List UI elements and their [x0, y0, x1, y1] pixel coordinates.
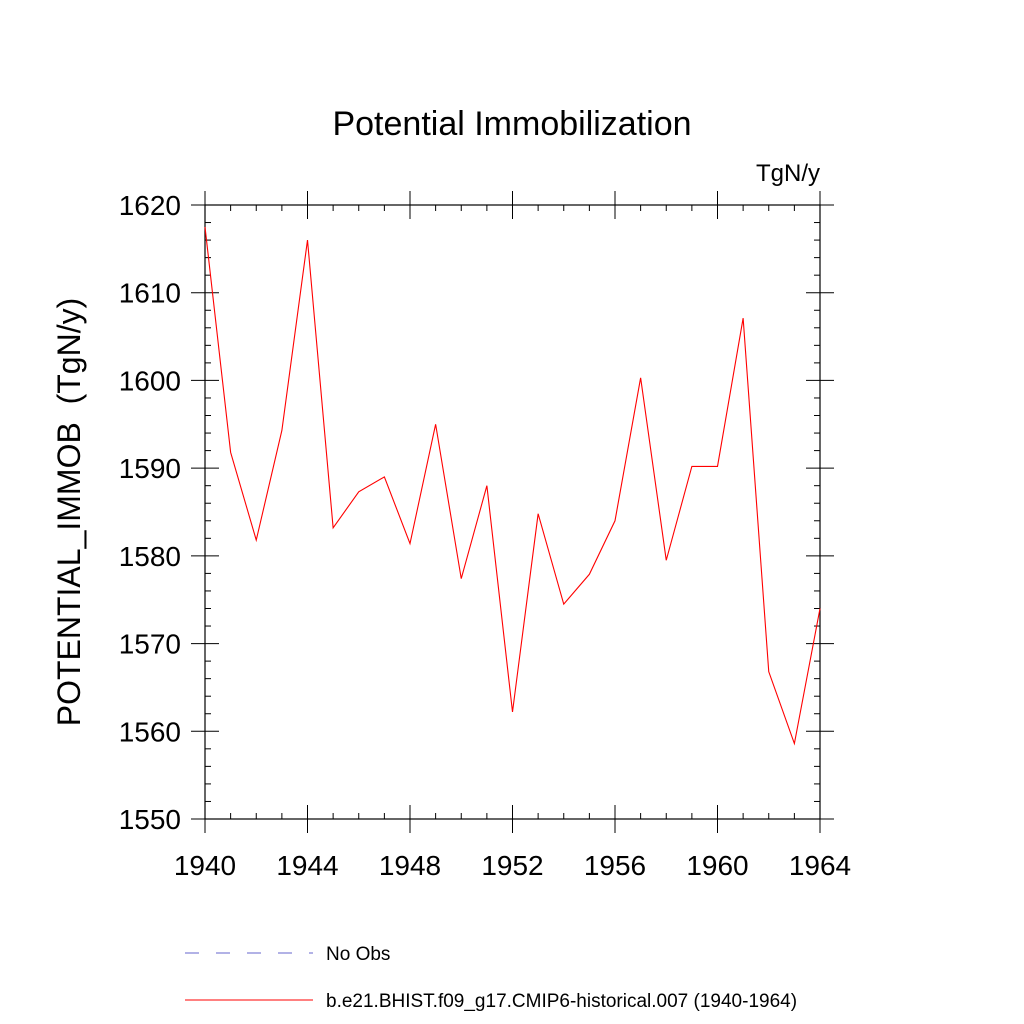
- x-tick-label: 1956: [584, 850, 646, 881]
- y-axis-label: POTENTIAL_IMMOB (TgN/y): [51, 298, 87, 726]
- y-tick-label: 1610: [119, 278, 181, 309]
- y-tick-label: 1560: [119, 716, 181, 747]
- y-tick-label: 1550: [119, 804, 181, 835]
- legend-label-1: b.e21.BHIST.f09_g17.CMIP6-historical.007…: [326, 991, 797, 1012]
- x-tick-label: 1940: [174, 850, 236, 881]
- plot-frame: [204, 204, 821, 820]
- x-tick-label: 1944: [276, 850, 338, 881]
- x-tick-label: 1960: [686, 850, 748, 881]
- legend: No Obs b.e21.BHIST.f09_g17.CMIP6-historic…: [185, 944, 797, 1012]
- y-tick-label: 1580: [119, 541, 181, 572]
- y-tick-label: 1620: [119, 190, 181, 221]
- y-tick-label: 1570: [119, 629, 181, 660]
- series-group: [204, 226, 821, 746]
- series-line-0: [204, 226, 821, 746]
- y-tick-labels: 1550 1560 1570 1580 1590 1600 1610 1620: [119, 190, 181, 835]
- y-tick-label: 1590: [119, 453, 181, 484]
- units-label: TgN/y: [756, 160, 820, 187]
- axis-ticks: [191, 191, 834, 833]
- x-tick-label: 1952: [481, 850, 543, 881]
- x-tick-labels: 1940 1944 1948 1952 1956 1960 1964: [174, 850, 851, 881]
- x-tick-label: 1948: [379, 850, 441, 881]
- x-tick-label: 1964: [789, 850, 851, 881]
- y-tick-label: 1600: [119, 365, 181, 396]
- legend-label-0: No Obs: [326, 944, 390, 965]
- chart-title: Potential Immobilization: [332, 105, 691, 143]
